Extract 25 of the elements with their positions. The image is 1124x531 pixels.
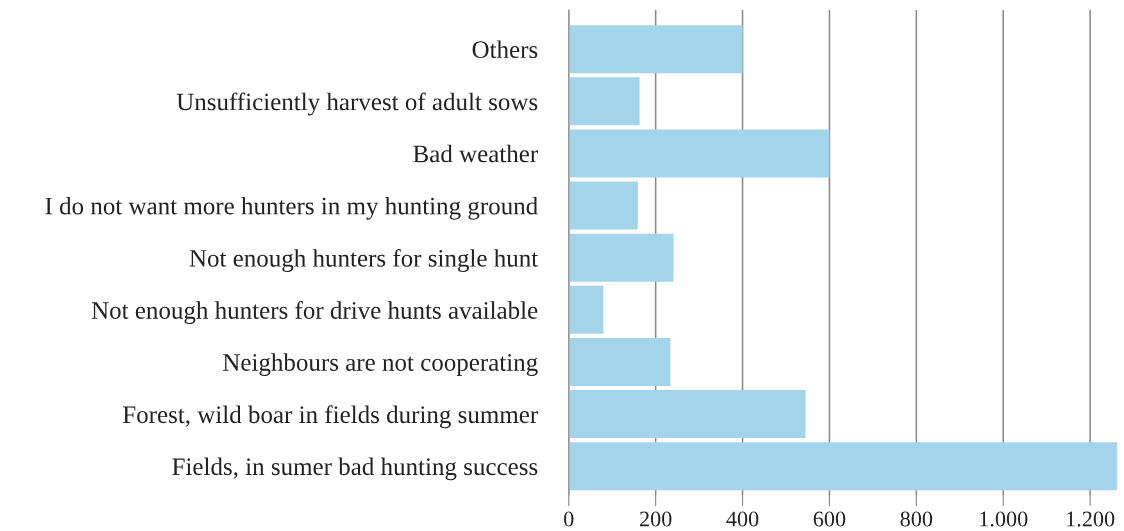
bar: [568, 25, 743, 74]
bar: [568, 77, 640, 126]
bar: [568, 181, 638, 230]
x-tick-label: 200: [639, 511, 672, 527]
x-tick-label: 800: [900, 511, 933, 527]
x-tick-label: 600: [813, 511, 846, 527]
y-tick-label: Not enough hunters for single hunt: [189, 248, 539, 272]
bar: [568, 129, 830, 178]
y-tick-label: Fields, in sumer bad hunting success: [172, 457, 538, 481]
y-tick-label: Others: [472, 40, 538, 59]
x-tick-label: 400: [726, 511, 759, 527]
x-tick-label: 1.000: [980, 511, 1028, 527]
y-tick-label: Bad weather: [413, 144, 538, 163]
x-tick-label: 1.200: [1067, 511, 1115, 527]
x-tick-label: 0: [564, 511, 574, 527]
bar: [568, 337, 671, 386]
bar: [568, 233, 674, 282]
y-tick-label: Not enough hunters for drive hunts available: [91, 301, 538, 325]
bar: [568, 285, 604, 334]
y-tick-label: Unsufficiently harvest of adult sows: [176, 92, 538, 116]
y-tick-label: Neighbours are not cooperating: [223, 353, 538, 377]
bar: [568, 390, 806, 439]
y-tick-label: Forest, wild boar in fields during summer: [122, 405, 538, 429]
bar: [568, 442, 1118, 491]
y-tick-label: I do not want more hunters in my hunting ground: [45, 196, 538, 220]
